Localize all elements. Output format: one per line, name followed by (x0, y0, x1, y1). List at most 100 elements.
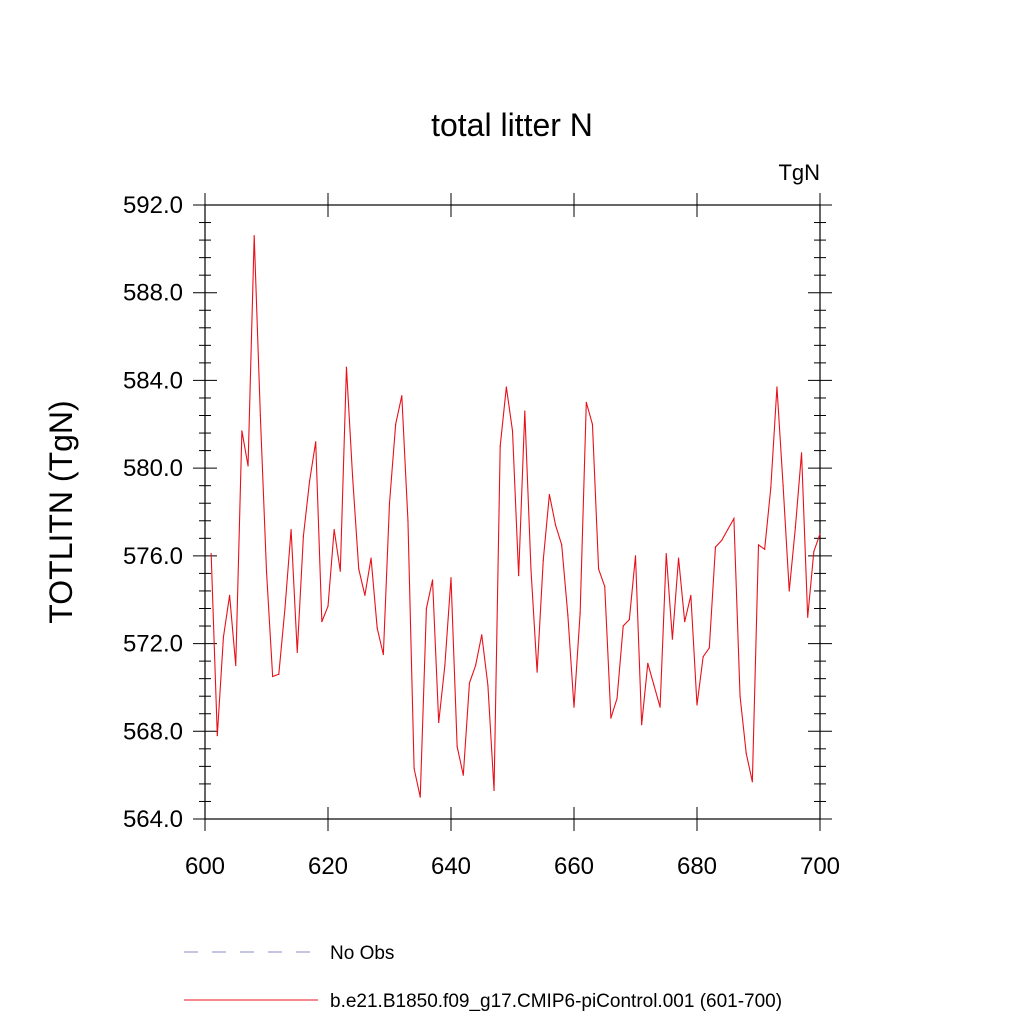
data-point (819, 533, 821, 535)
y-tick-label: 572.0 (123, 631, 183, 658)
data-point (302, 535, 304, 537)
data-point (653, 684, 655, 686)
data-point (272, 675, 274, 678)
data-point (548, 493, 551, 496)
data-point (542, 559, 544, 561)
data-point (764, 548, 766, 550)
x-tick-label: 640 (431, 853, 471, 880)
data-point (278, 673, 280, 675)
data-point (647, 662, 649, 664)
data-point (358, 568, 360, 570)
data-point (800, 452, 803, 454)
axis-tick-labels: 564.0 568.0 572.0 576.0 580.0 584.0 588.0 592.0… (123, 192, 840, 880)
x-tick-label: 620 (308, 853, 348, 880)
data-point (616, 697, 618, 699)
data-point (604, 585, 606, 588)
data-point (770, 487, 772, 489)
data-point (419, 796, 421, 798)
axis-ticks (193, 193, 832, 831)
data-point (290, 528, 292, 531)
data-point (794, 526, 797, 528)
legend-label: No Obs (330, 943, 394, 964)
data-point (493, 789, 495, 792)
data-point (573, 706, 575, 708)
legend-label: b.e21.B1850.f09_g17.CMIP6-piControl.001 … (330, 991, 782, 1012)
data-point (308, 480, 311, 482)
data-point (696, 704, 698, 706)
data-lines (210, 235, 821, 798)
data-point (511, 430, 514, 432)
data-point (665, 553, 667, 555)
data-point (431, 579, 434, 581)
data-point (210, 553, 212, 555)
x-tick-label: 680 (677, 853, 717, 880)
data-point (721, 539, 723, 542)
y-tick-label: 592.0 (123, 192, 183, 219)
data-point (757, 544, 760, 546)
series-line (210, 235, 821, 798)
y-tick-label: 588.0 (123, 280, 183, 307)
data-point (247, 465, 249, 467)
chart-title: total litter N (431, 107, 593, 143)
data-point (222, 636, 225, 638)
data-point (727, 528, 729, 531)
data-point (364, 594, 366, 596)
data-point (487, 684, 489, 686)
data-point (327, 605, 329, 607)
x-tick-label: 660 (554, 853, 594, 880)
data-point (468, 682, 471, 684)
data-point (499, 445, 501, 447)
y-tick-label: 580.0 (123, 455, 183, 482)
data-point (567, 614, 569, 616)
data-point (315, 441, 317, 443)
data-point (739, 695, 741, 697)
data-point (388, 502, 391, 504)
data-point (450, 577, 452, 579)
data-point (518, 574, 520, 577)
data-point (376, 627, 378, 629)
y-tick-label: 564.0 (123, 806, 183, 833)
data-point (395, 423, 397, 425)
x-tick-label: 700 (800, 853, 840, 880)
data-point (807, 616, 809, 618)
data-point (284, 607, 286, 610)
data-point (339, 570, 341, 572)
data-point (370, 557, 372, 559)
y-tick-label: 576.0 (123, 543, 183, 570)
legend: No Obs b.e21.B1850.f09_g17.CMIP6-piContro… (184, 943, 782, 1012)
plot-frame (204, 204, 821, 820)
data-point (296, 651, 298, 653)
data-point (788, 590, 790, 592)
data-point (684, 621, 686, 623)
y-axis-label: TOTLITN (TgN) (43, 400, 79, 623)
data-point (634, 555, 637, 557)
data-point (579, 612, 581, 614)
data-point (591, 423, 594, 425)
data-point (702, 656, 704, 658)
data-point (690, 594, 692, 596)
data-point (444, 664, 446, 667)
data-point (413, 767, 415, 770)
data-point (265, 570, 268, 572)
y-tick-label: 568.0 (123, 718, 183, 745)
data-point (610, 717, 612, 719)
data-point (407, 520, 409, 522)
data-point (561, 544, 563, 546)
data-point (524, 410, 526, 412)
data-point (216, 735, 218, 737)
data-point (776, 386, 778, 388)
data-point (733, 517, 735, 520)
data-point (677, 557, 680, 559)
data-point (622, 625, 624, 627)
data-point (382, 653, 384, 656)
data-point (475, 664, 477, 667)
data-point (352, 476, 354, 478)
data-point (462, 774, 464, 776)
data-point (628, 618, 630, 621)
data-point (229, 594, 231, 596)
data-point (438, 721, 440, 724)
data-point (659, 706, 661, 708)
data-point (321, 621, 323, 623)
data-point (481, 634, 483, 636)
